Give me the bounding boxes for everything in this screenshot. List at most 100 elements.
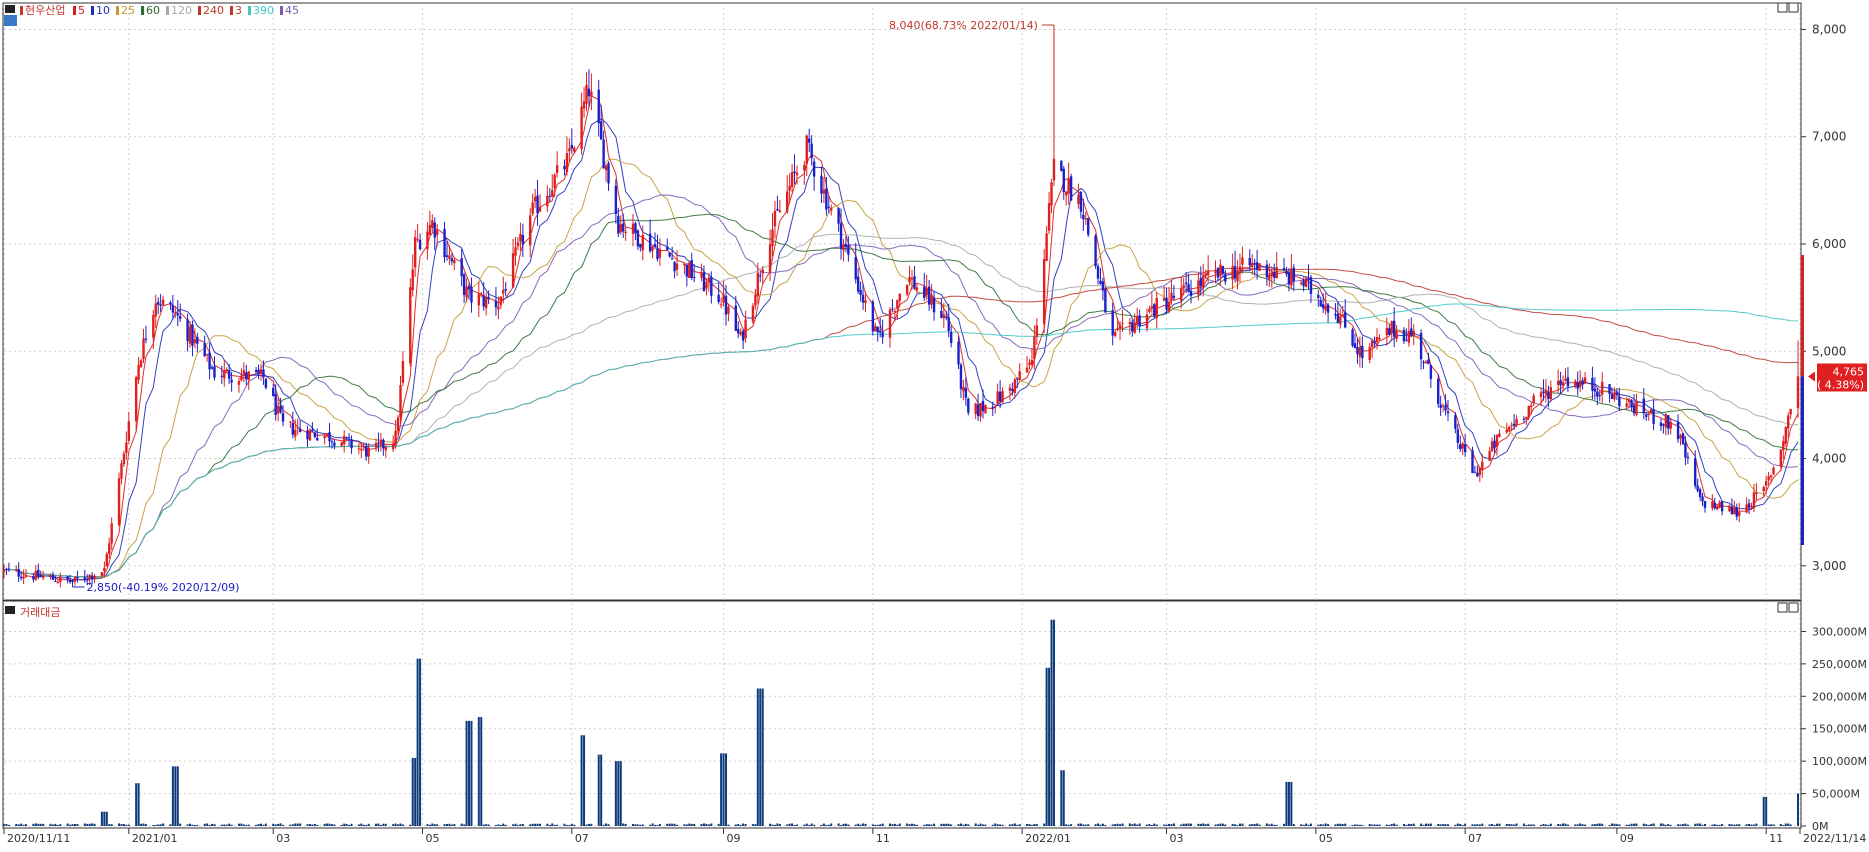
- candle-body: [648, 233, 652, 252]
- candle-body: [330, 441, 334, 443]
- candle-body: [1307, 279, 1310, 281]
- volume-bar: [1420, 823, 1423, 826]
- volume-bar: [1319, 824, 1322, 826]
- volume-bar: [607, 824, 610, 826]
- date-tick-label: 03: [1170, 832, 1184, 845]
- candle-body: [727, 306, 730, 314]
- candle-body: [22, 576, 25, 579]
- volume-bar: [1696, 823, 1699, 826]
- volume-bar: [847, 824, 850, 826]
- candle-body: [1162, 298, 1166, 301]
- volume-bar: [984, 824, 987, 826]
- candle-body: [350, 439, 353, 449]
- candle-body: [357, 448, 361, 450]
- candle-body: [1035, 325, 1039, 337]
- candle-body: [1427, 359, 1430, 365]
- candle-body: [888, 309, 892, 338]
- volume-bar: [854, 824, 857, 826]
- volume-bar: [259, 823, 262, 826]
- candle-body: [959, 364, 963, 390]
- candle-body: [768, 244, 772, 273]
- volume-bar: [933, 823, 936, 826]
- candle-body: [1446, 411, 1450, 414]
- candle-body: [1632, 405, 1636, 414]
- price-minimize-icon[interactable]: [1777, 2, 1788, 13]
- candle-body: [839, 223, 843, 249]
- candle-body: [1113, 332, 1117, 336]
- candle-body: [159, 304, 162, 307]
- volume-bar: [196, 824, 199, 826]
- candle-body: [396, 417, 400, 432]
- candle-body: [1153, 304, 1156, 317]
- panel-flag-icon[interactable]: [4, 15, 17, 26]
- volume-bar: [1048, 667, 1051, 826]
- volume-bar: [1608, 824, 1611, 826]
- volume-bar: [1283, 823, 1286, 826]
- volume-bar: [497, 824, 500, 826]
- candle-body: [910, 277, 914, 280]
- panel-menu-icon[interactable]: [5, 5, 15, 13]
- candle-body: [974, 403, 977, 415]
- candle-body: [313, 432, 317, 437]
- volume-bar: [553, 824, 556, 826]
- legend-swatch: [198, 6, 201, 15]
- price-maximize-icon[interactable]: [1788, 2, 1799, 13]
- volume-maximize-icon[interactable]: [1788, 602, 1799, 613]
- legend-label: 3: [235, 4, 242, 17]
- volume-bar: [76, 823, 79, 826]
- volume-bar: [394, 823, 397, 826]
- volume-bar: [1101, 823, 1104, 826]
- volume-bar: [673, 823, 676, 826]
- volume-bar: [1703, 824, 1706, 826]
- volume-bar: [56, 824, 59, 826]
- volume-axis: 0M 50,000M 100,000M 150,000M 200,000M 250,000…: [1801, 625, 1867, 833]
- volume-bar: [1787, 823, 1790, 826]
- candle-body: [1385, 327, 1389, 336]
- volume-bar: [333, 824, 336, 826]
- volume-bar: [1566, 824, 1569, 826]
- volume-bar: [742, 823, 745, 826]
- candle-body: [445, 255, 449, 257]
- candle-body: [1290, 268, 1293, 286]
- candle-body: [773, 210, 777, 227]
- candle-body: [639, 243, 642, 248]
- volume-bar: [1662, 823, 1665, 826]
- volume-bar: [1677, 824, 1680, 826]
- candle-body: [878, 330, 882, 333]
- volume-bar: [622, 823, 625, 826]
- moving-average-line: [4, 158, 1799, 579]
- volume-minimize-icon[interactable]: [1777, 602, 1788, 613]
- volume-bar: [739, 824, 742, 826]
- volume-menu-icon[interactable]: [5, 606, 15, 614]
- candle-body: [1145, 314, 1149, 329]
- volume-bar: [468, 720, 471, 826]
- volume-bar: [1684, 823, 1687, 826]
- candle-body: [413, 237, 417, 268]
- volume-bar: [1395, 824, 1398, 826]
- volume-bar: [100, 811, 103, 826]
- volume-bar: [257, 824, 260, 826]
- volume-bar: [49, 823, 52, 826]
- candle-body: [377, 442, 380, 444]
- candle-body: [1094, 235, 1097, 267]
- volume-bar: [328, 823, 331, 826]
- volume-bar: [1033, 823, 1036, 826]
- candle-body: [1596, 391, 1599, 397]
- volume-tick-label: 250,000M: [1812, 658, 1867, 671]
- volume-bar: [118, 823, 121, 826]
- volume-bar: [162, 823, 165, 826]
- candle-body: [1302, 280, 1305, 287]
- volume-bar: [945, 823, 948, 826]
- moving-average-line: [4, 194, 1799, 578]
- volume-bar: [1650, 823, 1653, 826]
- candle-body: [1784, 426, 1787, 444]
- candle-body: [1199, 278, 1203, 287]
- candle-body: [436, 230, 439, 235]
- last-price-marker: 4,765( 4.38%): [1801, 255, 1867, 545]
- volume-bar: [1150, 825, 1153, 826]
- candle-body: [1488, 451, 1491, 461]
- candle-body: [1197, 280, 1200, 295]
- candle-body: [580, 106, 583, 150]
- volume-bar: [1163, 824, 1166, 826]
- volume-bar: [1292, 824, 1295, 826]
